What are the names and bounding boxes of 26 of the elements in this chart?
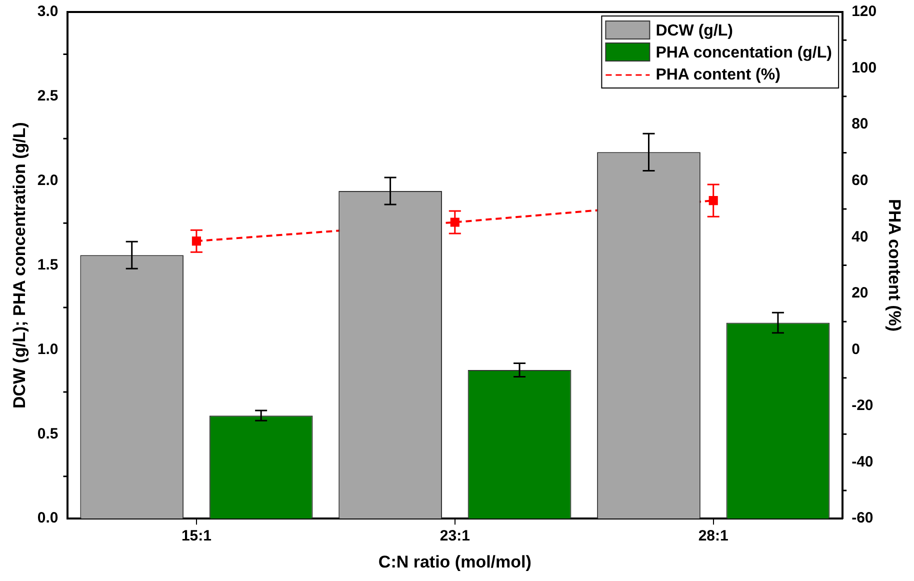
x-tick-label: 23:1: [440, 528, 470, 545]
y2-tick-label: 20: [852, 284, 868, 302]
y2-tick-label: 40: [852, 228, 868, 246]
y-axis-title: DCW (g/L); PHA concentration (g/L): [10, 122, 29, 409]
y-tick-label: 3.0: [37, 3, 58, 20]
legend-label: PHA concentation (g/L): [656, 44, 832, 62]
y2-tick-label: -60: [852, 510, 874, 527]
y2-tick-label: 0: [852, 340, 860, 358]
y-tick-label: 2.0: [37, 172, 58, 190]
y-tick-label: 1.0: [37, 340, 58, 358]
legend-label: PHA content (%): [656, 66, 780, 84]
x-tick-label: 15:1: [181, 528, 212, 545]
y-tick-label: 1.5: [37, 256, 58, 274]
y2-tick-label: 120: [852, 3, 877, 20]
legend-label: DCW (g/L): [656, 22, 734, 40]
y2-tick-label: -20: [852, 397, 874, 414]
y2-tick-label: 80: [852, 116, 868, 133]
y-tick-label: 0.0: [37, 510, 58, 527]
y2-tick-label: 60: [852, 172, 868, 190]
y2-tick-label: 100: [852, 59, 877, 76]
x-axis-title: C:N ratio (mol/mol): [378, 552, 532, 572]
y2-tick-label: -40: [852, 453, 874, 470]
y-tick-label: 0.5: [37, 425, 58, 442]
x-tick-label: 28:1: [698, 528, 728, 545]
y2-axis-title: PHA content (%): [885, 199, 904, 332]
y-tick-label: 2.5: [37, 88, 58, 105]
